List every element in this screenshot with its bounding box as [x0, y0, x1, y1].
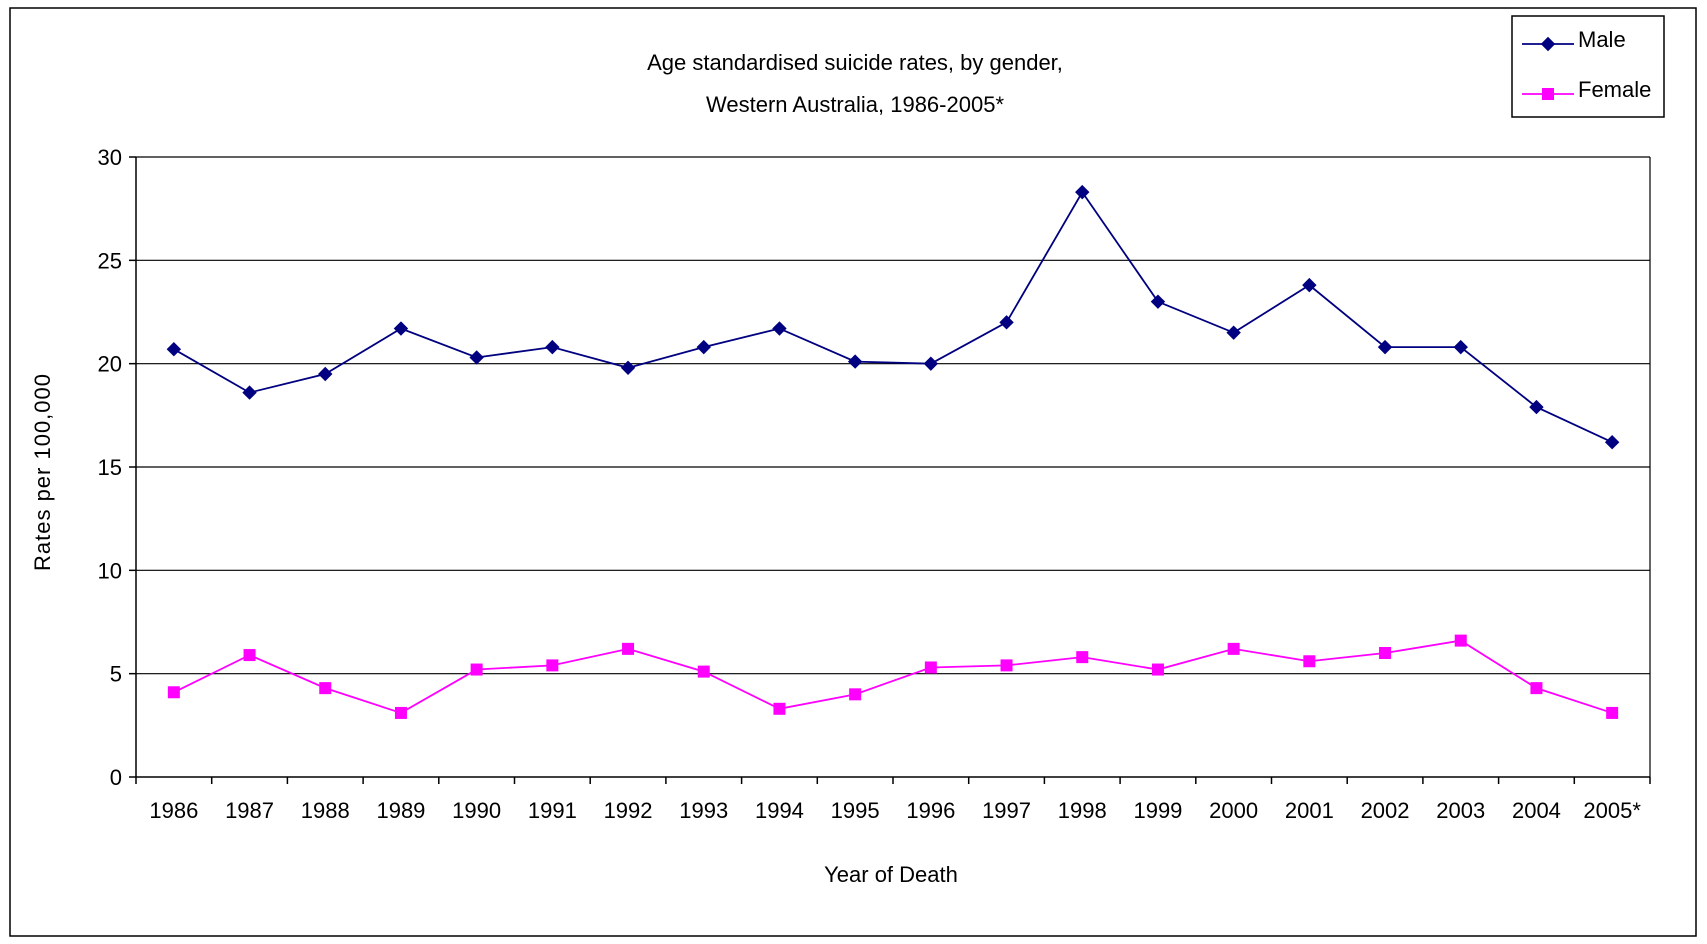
legend-items: Male Female	[1522, 27, 1651, 102]
data-point-female	[924, 661, 937, 674]
x-tick-label: 2001	[1285, 798, 1334, 823]
x-tick-label: 1992	[604, 798, 653, 823]
data-point-female	[1227, 642, 1240, 655]
y-tick-label: 5	[110, 662, 122, 687]
data-point-male	[545, 339, 560, 355]
data-point-female	[1000, 659, 1013, 672]
x-tick-label: 1991	[528, 798, 577, 823]
data-point-female	[167, 686, 180, 699]
y-tick-label: 0	[110, 765, 122, 790]
data-point-male	[393, 321, 409, 336]
axes: 0 5 10 15 20 25 30 1986 1987 1988 1989 1990 1991 1992…	[98, 145, 1651, 823]
data-point-female	[773, 702, 786, 715]
legend: Male Female	[1511, 15, 1665, 118]
data-point-female	[243, 649, 256, 662]
data-point-female	[319, 682, 332, 695]
data-point-female	[1530, 682, 1543, 695]
legend-item-female: Female	[1522, 77, 1651, 102]
data-point-male	[469, 350, 484, 365]
data-point-female	[546, 659, 559, 672]
x-tick-label: 1990	[452, 798, 501, 823]
x-tick-label: 1998	[1058, 798, 1107, 823]
series-layer	[166, 184, 1620, 719]
data-point-female	[1303, 655, 1316, 668]
x-tick-label: 2000	[1209, 798, 1258, 823]
data-point-male	[696, 339, 711, 355]
data-point-male	[999, 315, 1014, 330]
series-line-male	[173, 190, 1613, 444]
data-point-female	[849, 688, 862, 701]
y-tick-label: 15	[98, 455, 122, 480]
data-point-female	[1151, 663, 1164, 676]
grid-lines	[136, 156, 1651, 777]
series-line-female	[173, 639, 1613, 714]
x-tick-label: 1994	[755, 798, 804, 823]
chart-frame	[9, 7, 1697, 937]
data-point-male	[620, 360, 636, 376]
x-tick-label: 2003	[1436, 798, 1485, 823]
data-point-male	[772, 321, 787, 336]
y-tick-label: 10	[98, 558, 122, 583]
data-point-male	[1075, 184, 1090, 200]
data-point-male	[1453, 339, 1468, 355]
chart-subtitle: Western Australia, 1986-2005*	[706, 92, 1004, 117]
x-tick-label: 2004	[1512, 798, 1561, 823]
x-tick-label: 1987	[225, 798, 274, 823]
y-tick-label: 30	[98, 145, 122, 170]
legend-label-male: Male	[1578, 27, 1626, 52]
data-point-female	[1076, 651, 1089, 664]
data-point-male	[1302, 277, 1317, 293]
data-point-female	[470, 663, 483, 676]
data-point-male	[242, 385, 257, 400]
data-point-female	[697, 665, 710, 678]
data-point-male	[1604, 434, 1620, 450]
series-male	[166, 184, 1620, 450]
data-point-male	[166, 341, 182, 357]
x-tick-label: 1999	[1133, 798, 1182, 823]
data-point-female	[1454, 634, 1467, 647]
x-tick-label: 1993	[679, 798, 728, 823]
data-point-male	[847, 354, 863, 369]
x-tick-label: 1989	[376, 798, 425, 823]
legend-marker-male	[1540, 36, 1556, 52]
chart-title: Age standardised suicide rates, by gende…	[647, 50, 1063, 75]
series-female	[167, 634, 1619, 719]
y-tick-label: 25	[98, 248, 122, 273]
x-tick-label: 1988	[301, 798, 350, 823]
x-tick-label: 1995	[831, 798, 880, 823]
x-tick-label: 1996	[906, 798, 955, 823]
data-point-female	[1606, 706, 1619, 719]
data-point-female	[1379, 647, 1392, 659]
legend-box	[1511, 15, 1665, 118]
x-tick-label: 2005*	[1583, 798, 1641, 823]
data-point-male	[1529, 399, 1544, 415]
x-tick-label: 1986	[149, 798, 198, 823]
data-point-male	[1377, 339, 1393, 355]
data-point-male	[318, 366, 333, 382]
data-point-male	[1150, 294, 1166, 309]
data-point-female	[622, 642, 635, 655]
legend-label-female: Female	[1578, 77, 1651, 102]
x-tick-label: 2002	[1361, 798, 1410, 823]
data-point-male	[923, 356, 939, 371]
data-point-male	[1226, 325, 1241, 340]
legend-item-male: Male	[1522, 27, 1626, 52]
x-tick-label: 1997	[982, 798, 1031, 823]
legend-marker-female	[1542, 88, 1554, 100]
x-axis-label: Year of Death	[824, 862, 958, 887]
y-axis-label: Rates per 100,000	[30, 373, 55, 571]
y-tick-label: 20	[98, 352, 122, 377]
data-point-female	[394, 706, 407, 719]
